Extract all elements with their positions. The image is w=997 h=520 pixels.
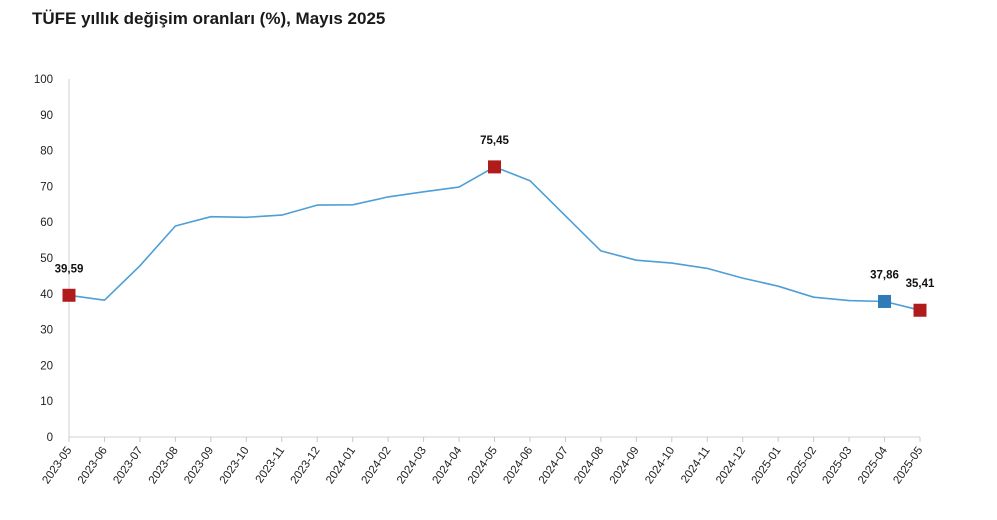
x-tick-label: 2025-02 [785, 445, 819, 486]
x-tick-label: 2024-05 [466, 445, 500, 486]
x-tick-label: 2025-03 [820, 445, 854, 486]
y-tick-label: 90 [40, 110, 53, 122]
y-axis-ticks: 0 10 20 30 40 50 60 70 80 90 100 [34, 74, 53, 444]
axes [68, 79, 920, 438]
data-label: 39,59 [55, 263, 84, 275]
x-tick-label: 2023-08 [147, 445, 181, 486]
x-tick-label: 2023-07 [111, 445, 145, 486]
x-tick-label: 2024-12 [714, 445, 748, 486]
x-axis-ticks: 2023-05 2023-06 2023-07 2023-08 2023-09 2023-… [40, 437, 925, 486]
x-tick-label: 2024-07 [537, 445, 571, 486]
x-tick-label: 2023-05 [40, 445, 74, 486]
x-tick-label: 2023-12 [289, 445, 323, 486]
highlight-marker [913, 303, 927, 317]
chart-title: TÜFE yıllık değişim oranları (%), Mayıs … [32, 9, 386, 28]
data-label: 35,41 [906, 278, 935, 290]
highlight-marker [62, 288, 76, 302]
x-tick-label: 2024-08 [572, 445, 606, 486]
x-tick-label: 2023-11 [254, 445, 288, 486]
x-tick-label: 2025-05 [891, 445, 925, 486]
x-tick-label: 2023-09 [182, 445, 216, 486]
x-tick-label: 2023-06 [76, 445, 110, 486]
x-tick-label: 2024-10 [643, 445, 677, 486]
series-line [68, 166, 921, 311]
data-label: 37,86 [870, 269, 899, 281]
data-label: 75,45 [480, 135, 509, 147]
x-tick-label: 2024-06 [501, 445, 535, 486]
x-tick-label: 2024-04 [430, 444, 464, 486]
series-layer [68, 166, 921, 311]
highlight-marker [878, 294, 892, 308]
x-tick-label: 2025-01 [750, 445, 784, 486]
x-tick-label: 2023-10 [218, 445, 252, 486]
x-tick-label: 2025-04 [856, 444, 890, 486]
y-tick-label: 100 [34, 74, 53, 86]
x-tick-label: 2024-09 [608, 445, 642, 486]
x-tick-label: 2024-03 [395, 445, 429, 486]
y-tick-label: 50 [40, 253, 53, 265]
x-tick-label: 2024-01 [324, 445, 358, 486]
y-tick-label: 40 [40, 289, 53, 301]
y-tick-label: 80 [40, 146, 53, 158]
y-tick-label: 20 [40, 360, 53, 372]
x-tick-label: 2024-11 [679, 445, 713, 486]
x-tick-label: 2024-02 [360, 445, 394, 486]
highlight-marker [488, 160, 501, 174]
highlight-markers: 39,59 75,45 37,86 35,41 [55, 135, 935, 317]
y-tick-label: 10 [40, 396, 53, 408]
y-tick-label: 70 [40, 181, 53, 193]
y-tick-label: 60 [40, 217, 53, 229]
y-tick-label: 30 [40, 325, 53, 337]
y-tick-label: 0 [47, 432, 53, 444]
